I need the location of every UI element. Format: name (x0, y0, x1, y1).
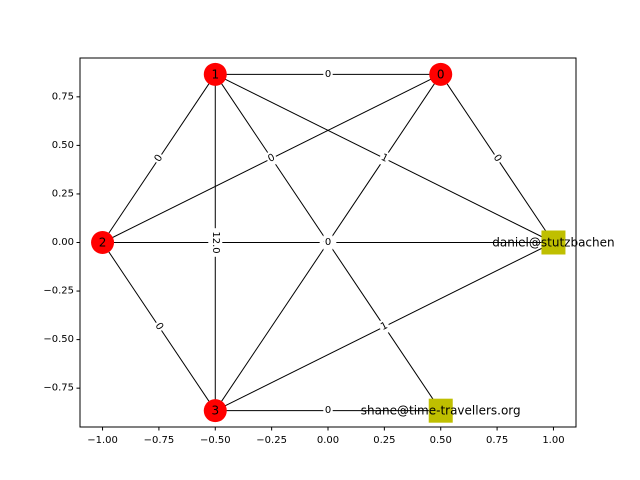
node-label-shane: shane@time-travellers.org (361, 404, 521, 418)
y-axis: −0.75 −0.50 −0.25 0.00 0.25 0.50 0.75 (43, 91, 80, 394)
edge-label-background (323, 235, 333, 250)
x-axis: −1.00 −0.75 −0.50 −0.25 0.00 0.25 0.50 0.75 1.00 (87, 427, 565, 446)
node-label-daniel: daniel@stutzbachen (492, 236, 614, 250)
x-tick-label: −1.00 (87, 435, 118, 446)
x-tick-label: 0.50 (430, 435, 452, 446)
edge-label-text: 0 (153, 321, 166, 332)
edge-label-text: 1 (379, 320, 390, 333)
edge-label-background (264, 150, 279, 167)
edge-label-background (377, 150, 392, 167)
edge-label-text: 0 (153, 153, 166, 164)
edge-label-n3-shane: 0 (323, 403, 333, 418)
edge-label-background (208, 228, 223, 257)
node-1 (203, 62, 227, 86)
edge-label-text: 12.0 (210, 231, 221, 253)
y-tick-label: 0.00 (52, 237, 74, 248)
edge-label-background (323, 67, 333, 82)
x-tick-label: −0.75 (144, 435, 175, 446)
edge-label-background (150, 150, 168, 167)
node-shane (428, 398, 453, 423)
y-tick-label: 0.75 (52, 91, 74, 102)
edge-label-n0-daniel: 0 (488, 150, 506, 167)
edge-label-background (323, 403, 333, 418)
y-tick-label: −0.25 (43, 286, 74, 297)
y-tick-label: 0.25 (52, 188, 74, 199)
edge-label-n1-n2: 0 (150, 150, 168, 167)
x-tick-label: 0.75 (486, 435, 508, 446)
edge-label-text: 0 (325, 69, 331, 80)
edge-label-n0-n2: 0 (264, 150, 279, 167)
node-label-n3: 3 (211, 404, 219, 418)
x-tick-label: 0.00 (317, 435, 339, 446)
y-tick-label: −0.50 (43, 334, 74, 345)
y-tick-label: −0.75 (43, 383, 74, 394)
edge-label-background (150, 318, 168, 335)
edge-label-text: 0 (266, 152, 277, 165)
edge-labels-layer: 0 0 12.0 1 0 0 1 0 0 0 1 0 (150, 67, 506, 418)
edge-label-n2-daniel: 0 (323, 235, 333, 250)
node-labels-layer: 0 1 2 3 daniel@stutzbachen shane@time-travell… (99, 67, 615, 417)
node-label-n2: 2 (99, 236, 107, 250)
node-2 (91, 231, 115, 254)
edge-label-n1-daniel: 1 (377, 150, 392, 167)
x-tick-label: 0.25 (373, 435, 395, 446)
nodes-layer (91, 62, 566, 423)
y-tick-label: 0.50 (52, 140, 74, 151)
edge-label-n3-daniel: 1 (377, 318, 392, 335)
edge-label-n1-n3: 12.0 (208, 228, 223, 257)
edge-label-text: 1 (379, 152, 390, 165)
x-tick-label: 1.00 (542, 435, 564, 446)
edge-label-n2-n3: 0 (150, 318, 168, 335)
edge-label-text: 0 (325, 237, 331, 248)
edge-label-n1-n0: 0 (323, 67, 333, 82)
node-label-n0: 0 (437, 67, 445, 81)
edge-label-text: 0 (491, 153, 504, 164)
edge-label-text: 0 (325, 405, 331, 416)
x-tick-label: −0.25 (256, 435, 287, 446)
node-daniel (541, 230, 566, 255)
node-label-n1: 1 (211, 67, 219, 81)
node-0 (429, 62, 453, 86)
edge-label-background (377, 318, 392, 335)
x-tick-label: −0.50 (200, 435, 231, 446)
edge-label-background (488, 150, 506, 167)
node-3 (203, 399, 227, 423)
